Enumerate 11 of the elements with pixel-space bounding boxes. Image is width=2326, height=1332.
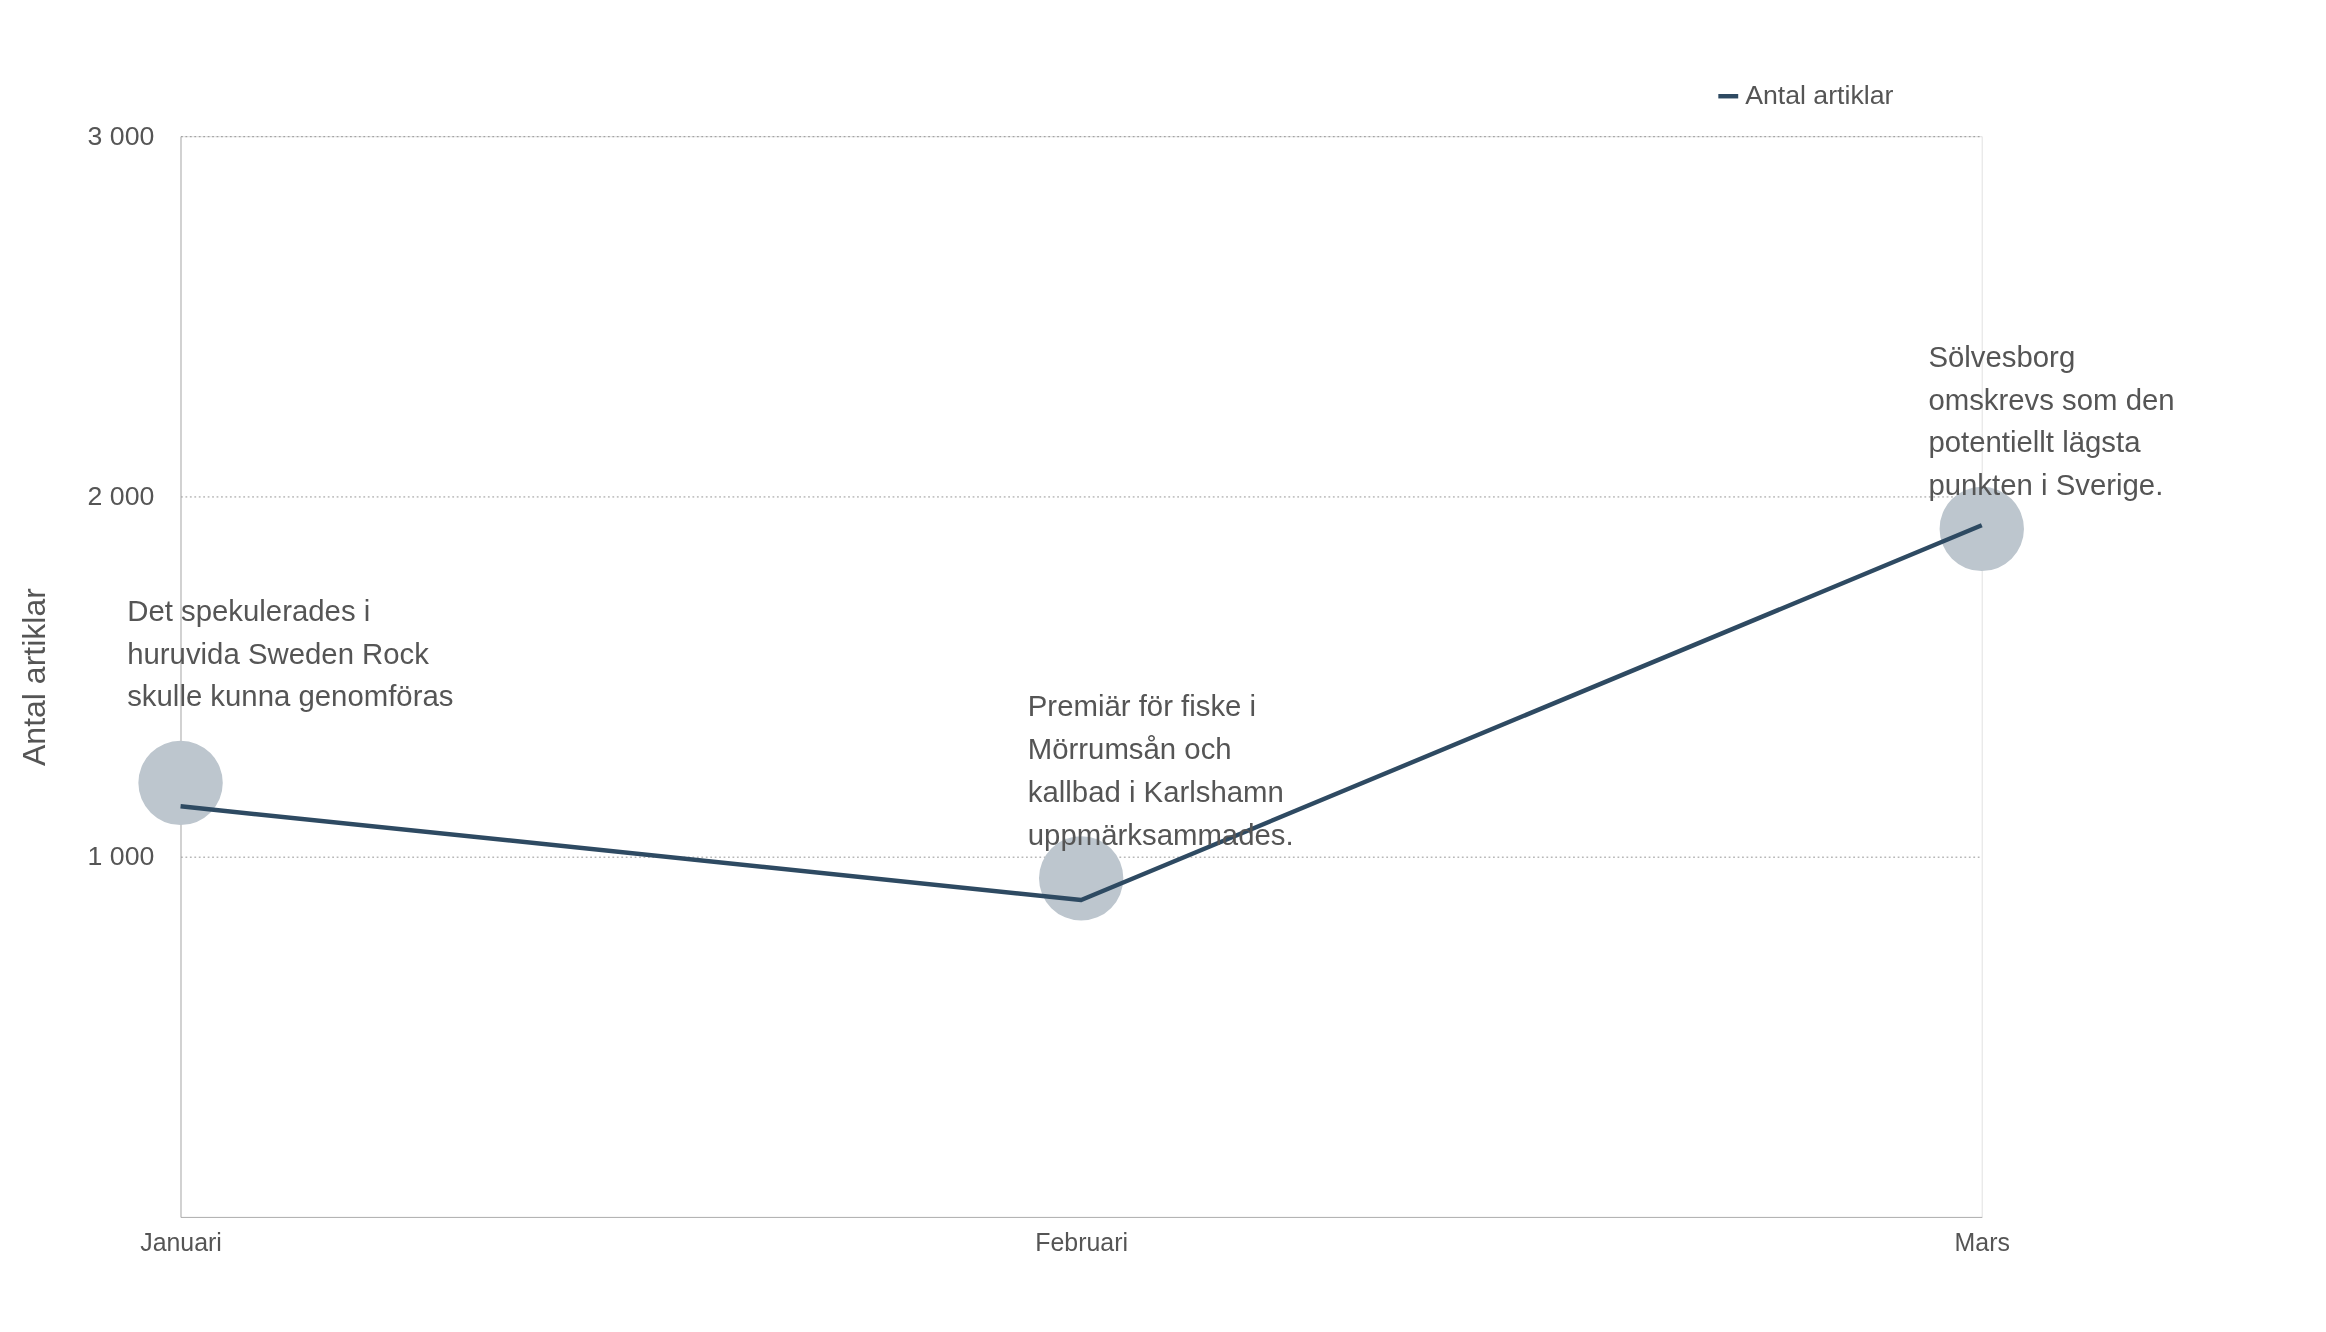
x-tick-label: Januari [140, 1228, 222, 1257]
annotation: Sölvesborg omskrevs som den potentiellt lägsta punkten i Sverige. [1928, 340, 2175, 502]
x-tick-label: Mars [1954, 1228, 2010, 1257]
x-tick-label: Februari [1035, 1228, 1128, 1257]
y-tick-label: 3 000 [87, 120, 155, 151]
point [138, 740, 223, 825]
annotation: Det spekulerades i huruvida Sweden Rock skulle kunna genomföras [127, 594, 454, 713]
legend-label: Antal artiklar [1745, 80, 1894, 111]
y-axis-title: Antal artiklar [15, 587, 52, 767]
y-tick-label: 2 000 [87, 480, 155, 511]
y-tick-label: 1 000 [87, 841, 155, 872]
